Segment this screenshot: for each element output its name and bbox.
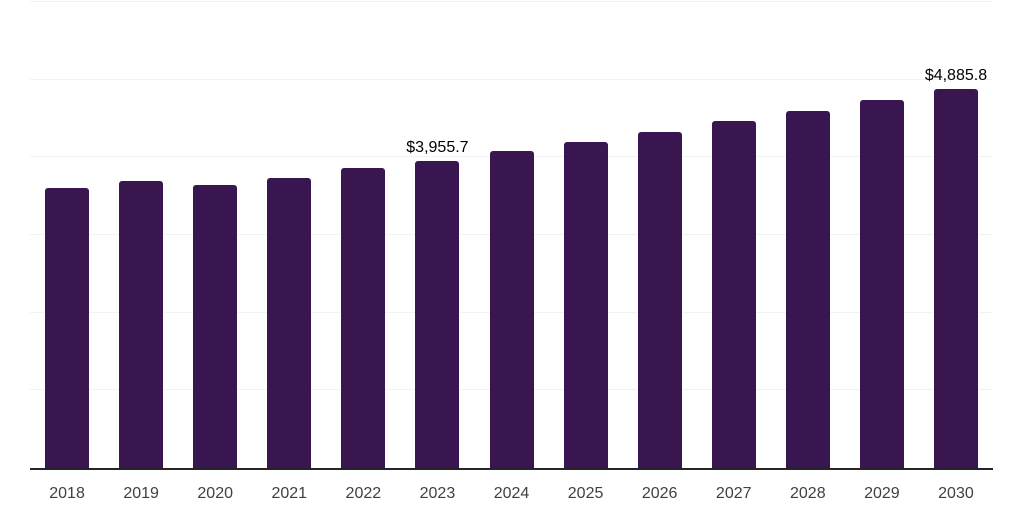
x-tick-2025: 2025 [567, 485, 604, 502]
x-tick-2021: 2021 [271, 485, 308, 502]
bar-2025 [563, 141, 608, 468]
x-tick-2024: 2024 [493, 485, 530, 502]
bar-2030 [933, 88, 978, 468]
x-tick-2030: 2030 [938, 485, 974, 502]
plot-area: $3,955.7 $4,885.8 [30, 1, 993, 470]
bar-2027 [711, 121, 756, 468]
x-tick-2028: 2028 [790, 485, 826, 502]
bar-2024 [489, 151, 534, 468]
gridline-5000 [30, 78, 993, 80]
bar-2020 [193, 184, 238, 468]
bar-2022 [341, 168, 386, 468]
bar-2019 [119, 181, 164, 468]
gridline-6000 [30, 1, 993, 2]
bar-2028 [785, 110, 830, 468]
x-tick-2018: 2018 [49, 485, 85, 502]
x-tick-2022: 2022 [345, 485, 382, 502]
x-tick-2026: 2026 [641, 485, 678, 502]
bar-2021 [267, 177, 312, 468]
bar-2023 [415, 160, 460, 468]
bar-2026 [637, 131, 682, 468]
x-tick-2019: 2019 [123, 485, 159, 502]
x-tick-2027: 2027 [715, 485, 752, 502]
bar-2029 [859, 99, 904, 468]
data-label-2023: $3,955.7 [406, 138, 469, 156]
x-tick-2020: 2020 [197, 485, 233, 502]
x-axis-line [30, 468, 993, 470]
data-label-2030: $4,885.8 [924, 66, 988, 84]
x-tick-2023: 2023 [419, 485, 456, 502]
x-tick-2029: 2029 [864, 485, 900, 502]
x-axis-tick-labels: 2018 2019 2020 2021 2022 2023 2024 2025 2026 2027… [30, 468, 993, 512]
bar-2018 [45, 188, 90, 468]
